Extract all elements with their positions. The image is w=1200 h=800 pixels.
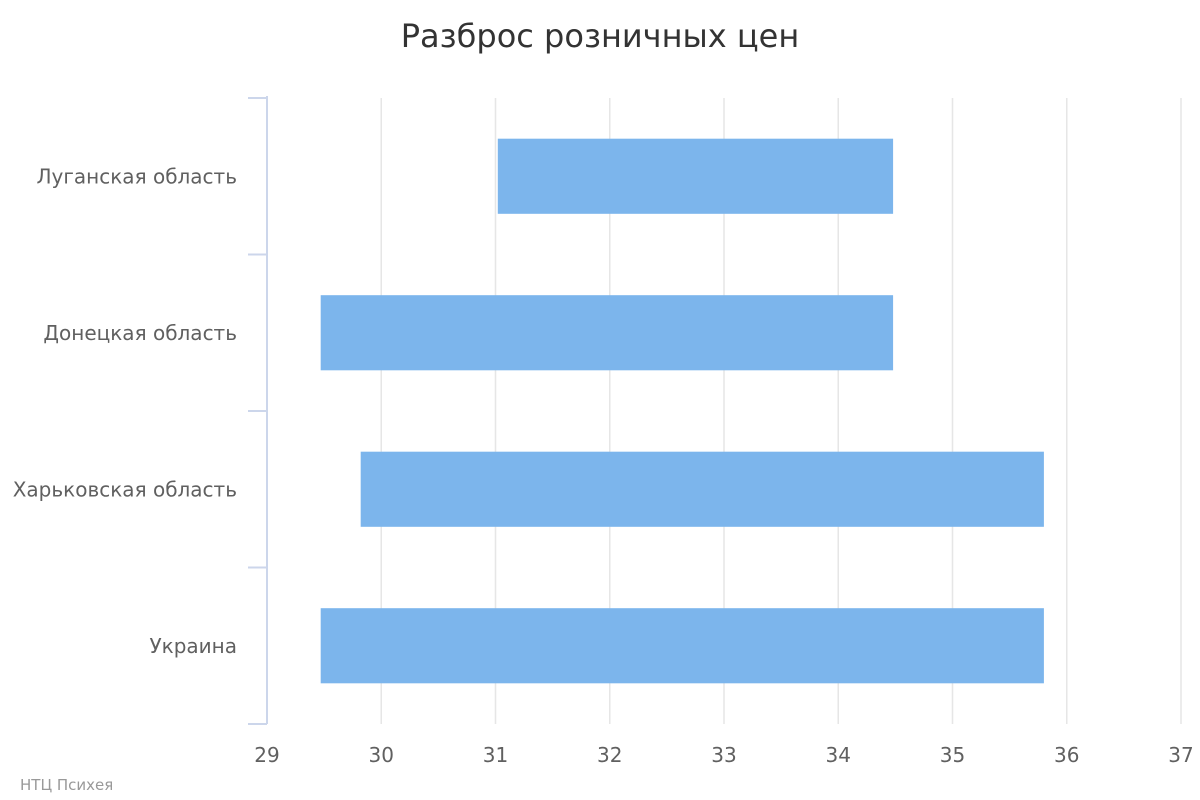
x-tick-label: 36: [1054, 743, 1079, 767]
chart-title: Разброс розничных цен: [401, 17, 800, 55]
x-tick-label: 30: [369, 743, 394, 767]
category-label: Украина: [149, 634, 237, 658]
chart-credit: НТЦ Психея: [20, 776, 113, 794]
x-tick-label: 31: [483, 743, 508, 767]
category-labels: Луганская область Донецкая область Харьков…: [13, 164, 237, 658]
category-label: Харьковская область: [13, 477, 237, 501]
range-bar[interactable]: [320, 295, 894, 371]
range-bar[interactable]: [497, 138, 894, 214]
x-tick-label: 35: [940, 743, 965, 767]
bars: [320, 138, 1044, 684]
category-label: Луганская область: [37, 164, 237, 188]
range-bar[interactable]: [320, 608, 1044, 684]
x-tick-label: 32: [597, 743, 622, 767]
category-axis: [248, 96, 268, 725]
category-label: Донецкая область: [43, 321, 237, 345]
value-axis-ticks: 29 30 31 32 33 34 35 36 37: [254, 743, 1193, 767]
x-tick-label: 33: [711, 743, 736, 767]
x-tick-label: 37: [1168, 743, 1193, 767]
range-bar[interactable]: [360, 451, 1044, 527]
x-tick-label: 34: [826, 743, 851, 767]
x-tick-label: 29: [254, 743, 279, 767]
